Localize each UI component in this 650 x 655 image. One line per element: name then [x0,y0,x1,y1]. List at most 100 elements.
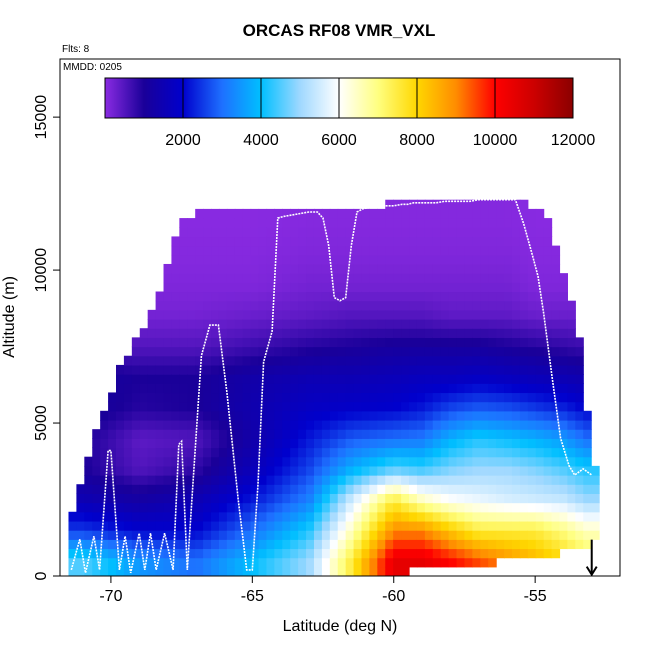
field-cell [100,419,109,430]
field-cell [369,438,378,449]
field-cell [306,282,315,293]
field-cell [108,502,117,513]
field-cell [274,539,283,550]
field-cell [440,493,450,504]
field-cell [543,392,553,403]
field-cell [424,520,434,531]
field-cell [266,520,275,531]
field-cell [409,539,418,550]
field-cell [258,236,268,247]
field-cell [250,263,260,274]
field-cell [345,291,355,302]
field-cell [440,227,450,238]
field-cell [187,438,196,449]
field-cell [424,502,434,513]
field-cell [195,511,204,522]
field-cell [353,557,363,568]
field-cell [242,557,252,568]
field-cell [226,236,236,247]
field-cell [108,484,117,494]
field-cell [448,227,458,238]
field-cell [472,557,481,568]
field-cell [282,410,291,421]
field-cell [163,401,173,412]
field-cell [68,539,77,550]
field-cell [258,355,268,366]
field-cell [187,447,196,458]
field-cell [385,484,394,494]
field-cell [480,419,489,430]
field-cell [567,383,576,394]
field-cell [527,383,537,394]
field-cell [171,319,180,329]
field-cell [535,337,545,348]
field-cell [464,199,473,210]
field-cell [171,456,180,467]
field-cell [440,438,450,449]
field-cell [274,456,283,467]
field-cell [504,511,513,522]
field-cell [480,364,489,375]
field-cell [274,493,283,504]
field-cell [448,447,458,458]
field-cell [345,319,355,329]
field-cell [385,438,394,449]
field-cell [116,511,125,522]
field-cell [448,493,458,504]
field-cell [559,410,568,421]
field-cell [329,282,339,293]
field-cell [409,291,418,302]
field-cell [313,383,323,394]
field-cell [123,539,133,550]
field-cell [203,364,212,375]
field-cell [171,309,180,320]
field-cell [448,328,458,338]
field-cell [353,410,363,421]
field-cell [258,364,268,375]
field-cell [321,410,331,421]
field-cell [321,346,331,357]
field-cell [203,309,212,320]
field-cell [282,392,291,403]
field-cell [298,401,307,412]
field-cell [448,475,458,485]
field-cell [361,208,371,219]
field-cell [211,263,220,274]
field-cell [258,484,268,494]
field-cell [313,337,323,348]
field-cell [456,392,466,403]
field-cell [218,263,228,274]
field-cell [519,346,529,357]
field-cell [448,419,458,430]
field-cell [353,520,363,531]
field-cell [567,410,576,421]
field-cell [329,383,339,394]
field-cell [583,502,592,513]
field-cell [211,300,220,311]
field-cell [139,374,149,384]
field-cell [163,438,173,449]
field-cell [535,282,545,293]
field-cell [298,392,307,403]
field-cell [472,328,481,338]
field-cell [123,530,133,540]
field-cell [401,566,410,576]
field-cell [543,456,553,467]
field-cell [266,475,275,485]
field-cell [519,291,529,302]
field-cell [448,300,458,311]
field-cell [409,319,418,329]
field-cell [440,282,450,293]
field-cell [274,520,283,531]
field-cell [424,208,434,219]
field-cell [266,218,275,228]
field-cell [472,245,481,256]
field-cell [409,419,418,430]
field-cell [464,410,473,421]
field-cell [543,401,553,412]
field-cell [274,273,283,283]
field-cell [100,548,109,559]
field-cell [472,502,481,513]
field-cell [535,493,545,504]
field-cell [195,218,204,228]
